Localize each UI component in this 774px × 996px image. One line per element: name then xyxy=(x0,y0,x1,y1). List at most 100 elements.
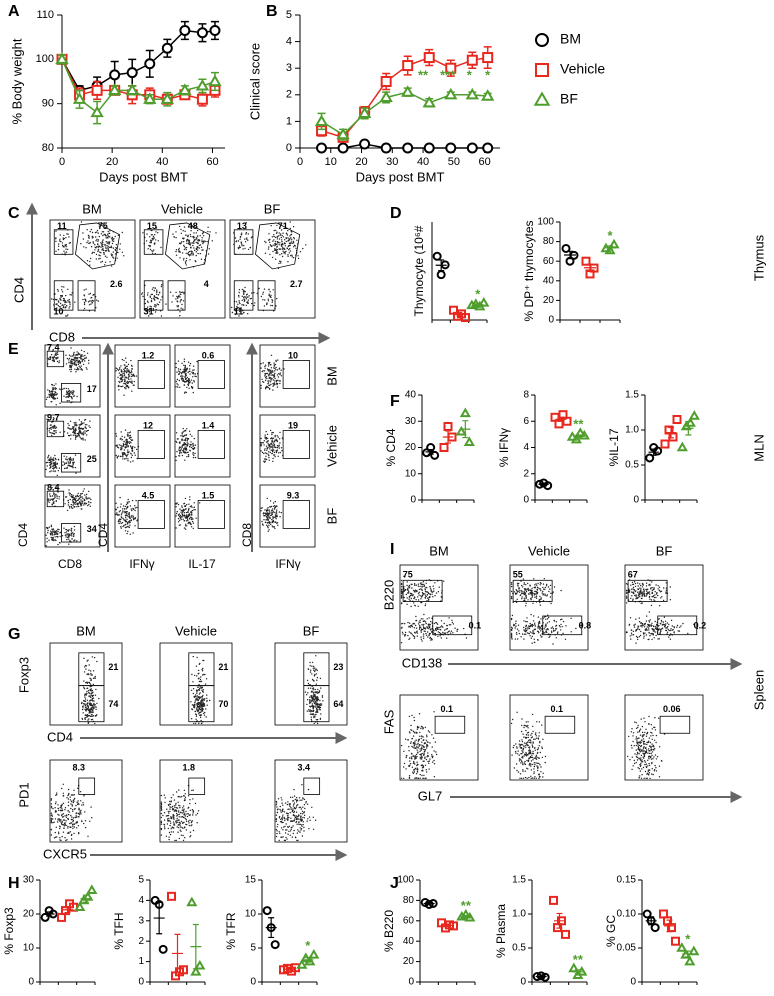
event-dot xyxy=(91,711,93,713)
event-dot xyxy=(241,304,243,306)
event-dot xyxy=(164,801,166,804)
event-dot xyxy=(277,455,279,457)
event-dot xyxy=(267,383,269,385)
event-dot xyxy=(260,444,262,447)
event-dot xyxy=(79,791,82,793)
event-dot xyxy=(116,368,119,370)
point xyxy=(576,965,588,976)
event-dot xyxy=(153,295,156,298)
gate-value: 25 xyxy=(87,454,97,464)
event-dot xyxy=(61,787,63,790)
event-dot xyxy=(170,817,172,819)
event-dot xyxy=(73,529,76,531)
event-dot xyxy=(274,527,276,530)
event-dot xyxy=(265,375,268,378)
event-dot xyxy=(64,301,66,304)
event-dot xyxy=(178,524,180,526)
event-dot xyxy=(434,582,436,584)
event-dot xyxy=(86,703,89,705)
event-dot xyxy=(84,717,87,719)
event-dot xyxy=(95,240,97,242)
event-dot xyxy=(121,512,123,514)
event-dot xyxy=(276,374,279,376)
event-dot xyxy=(86,229,88,231)
event-dot xyxy=(62,794,65,797)
event-dot xyxy=(91,699,93,701)
event-dot xyxy=(189,505,192,508)
event-dot xyxy=(244,296,247,298)
event-dot xyxy=(267,380,269,382)
event-dot xyxy=(125,386,127,388)
event-dot xyxy=(189,449,191,451)
event-dot xyxy=(314,695,316,698)
point xyxy=(432,251,442,261)
event-dot xyxy=(93,707,95,709)
event-dot xyxy=(48,461,51,464)
event-dot xyxy=(184,817,187,820)
event-dot xyxy=(55,810,57,813)
event-dot xyxy=(276,515,278,517)
event-dot xyxy=(198,698,201,700)
event-dot xyxy=(268,521,271,523)
event-dot xyxy=(123,443,125,446)
event-dot xyxy=(49,471,51,473)
event-dot xyxy=(268,514,270,516)
y-tick-label: 0.10 xyxy=(617,909,637,920)
event-dot xyxy=(272,502,275,504)
event-dot xyxy=(287,826,289,828)
event-dot xyxy=(264,299,266,301)
event-dot xyxy=(72,823,74,826)
column-title: BM xyxy=(76,623,96,638)
event-dot xyxy=(190,825,192,827)
event-dot xyxy=(201,241,203,243)
event-dot xyxy=(54,536,56,538)
event-dot xyxy=(160,794,163,797)
event-dot xyxy=(201,237,203,239)
event-dot xyxy=(49,499,51,502)
event-dot xyxy=(86,673,88,676)
event-dot xyxy=(90,498,92,501)
event-dot xyxy=(181,241,183,243)
event-dot xyxy=(186,242,188,244)
event-dot xyxy=(180,509,183,512)
event-dot xyxy=(293,829,295,832)
event-dot xyxy=(151,229,153,232)
event-dot xyxy=(263,452,265,455)
event-dot xyxy=(258,287,260,290)
event-dot xyxy=(190,689,193,691)
event-dot xyxy=(295,815,298,817)
event-dot xyxy=(196,822,198,824)
event-dot xyxy=(78,814,81,816)
x-tick-label: 40 xyxy=(156,156,168,168)
event-dot xyxy=(72,458,74,460)
column-title: BF xyxy=(303,623,320,638)
event-dot xyxy=(185,447,187,449)
event-dot xyxy=(272,389,274,391)
event-dot xyxy=(121,508,124,510)
event-dot xyxy=(84,430,86,432)
event-dot xyxy=(152,235,155,238)
event-dot xyxy=(278,244,280,246)
event-dot xyxy=(59,302,62,305)
event-dot xyxy=(299,799,301,801)
event-dot xyxy=(195,517,197,519)
event-dot xyxy=(179,315,181,317)
event-dot xyxy=(280,236,282,239)
y-tick-label: 30 xyxy=(23,875,35,886)
event-dot xyxy=(129,461,132,463)
event-dot xyxy=(73,794,76,796)
event-dot xyxy=(179,807,181,809)
event-dot xyxy=(283,839,286,842)
event-dot xyxy=(95,706,97,708)
event-dot xyxy=(93,251,95,254)
event-dot xyxy=(68,538,70,540)
mean-sem xyxy=(645,916,657,926)
event-dot xyxy=(96,238,98,241)
point xyxy=(423,142,435,154)
event-dot xyxy=(87,301,90,303)
y-tick-label: 1.0 xyxy=(625,425,639,436)
event-dot xyxy=(193,373,195,375)
event-dot xyxy=(54,463,56,465)
event-dot xyxy=(263,440,265,442)
event-dot xyxy=(124,380,126,382)
